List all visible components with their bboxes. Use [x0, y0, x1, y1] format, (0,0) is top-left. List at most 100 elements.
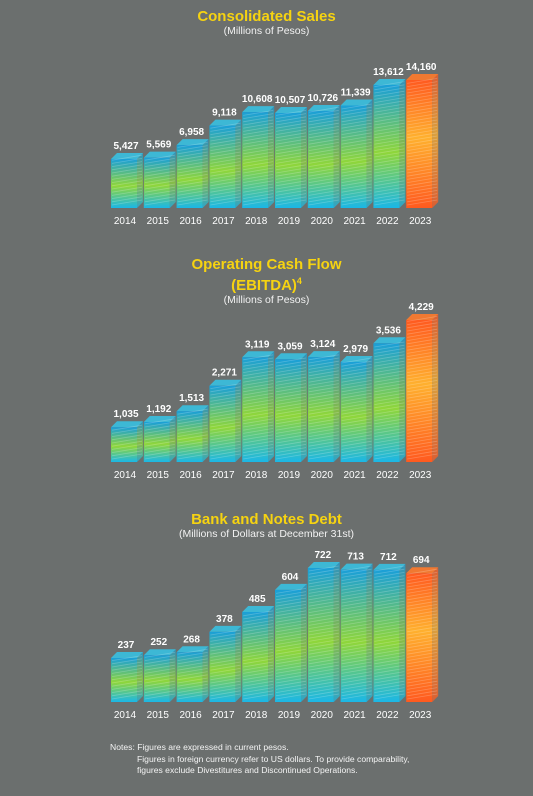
bar-stripe [308, 148, 339, 155]
bar-stripe [210, 437, 241, 444]
bar-stripe [275, 110, 307, 116]
bar-stripe [407, 392, 438, 399]
year-label-2018: 2018 [245, 710, 268, 721]
bar-stripe [275, 437, 307, 444]
bar-stripe [243, 639, 274, 645]
bar-front [275, 113, 301, 208]
bar-stripe [243, 142, 274, 148]
bar-stripe [243, 164, 274, 171]
bar-top [209, 119, 242, 126]
bar-stripe [407, 591, 438, 597]
bar-stripe [341, 116, 372, 123]
bar-stripe [407, 693, 438, 700]
bar-stripe [275, 642, 307, 649]
bar-stripe [374, 648, 405, 655]
bar-stripe [407, 421, 438, 428]
bar-stripe [144, 655, 175, 661]
year-label-2016: 2016 [179, 470, 202, 481]
bar-stripe [374, 106, 405, 113]
bar-stripe [341, 623, 372, 629]
year-label-2021: 2021 [343, 216, 366, 227]
bar-stripe [275, 126, 307, 132]
bar-front [406, 573, 433, 702]
bar-stripe [111, 453, 143, 460]
bar-stripe [407, 629, 438, 636]
bar-stripe [111, 687, 143, 693]
year-label-2022: 2022 [376, 710, 399, 721]
value-label-2016: 268 [183, 634, 200, 645]
bar-stripe [374, 680, 405, 687]
bar-stripe [111, 664, 143, 671]
year-label-2023: 2023 [409, 710, 432, 721]
bar-stripe [177, 148, 208, 155]
bar-stripe [144, 183, 175, 190]
bar-stripe [210, 199, 241, 206]
bar-stripe [341, 687, 372, 693]
bar-stripe [275, 360, 307, 367]
bar-stripe [177, 684, 208, 690]
bar-stripe [341, 607, 372, 613]
notes-line-1: Notes: Figures are expressed in current … [110, 742, 289, 752]
bar-stripe [308, 581, 339, 588]
bar-2023 [406, 314, 439, 462]
ebitda-footnote-marker: 4 [296, 276, 302, 286]
bar-side [366, 563, 373, 702]
bar-side [169, 649, 176, 702]
year-label-2015: 2015 [147, 710, 170, 721]
bar-stripe [407, 412, 438, 418]
bar-stripe [144, 687, 175, 693]
year-label-2022: 2022 [376, 470, 399, 481]
bar-2020 [307, 105, 340, 208]
bar-stripe [308, 164, 339, 171]
bar-stripe [407, 642, 438, 649]
bar-stripe [374, 119, 405, 126]
bar-stripe [374, 668, 405, 674]
bar-stripe [275, 193, 307, 199]
bar-stripe [308, 116, 339, 123]
bar-stripe [275, 129, 307, 135]
value-label-2017: 9,118 [212, 108, 237, 119]
bar-stripe [210, 183, 241, 190]
bar-stripe [111, 668, 143, 674]
bar-front [307, 357, 334, 462]
bar-stripe [144, 161, 175, 167]
bar-stripe [308, 687, 339, 693]
bar-stripe [111, 186, 143, 193]
bar-stripe [275, 174, 307, 180]
bar-stripe [374, 399, 405, 405]
bar-stripe [374, 415, 405, 421]
bar-stripe [341, 584, 372, 591]
bar-stripe [407, 177, 438, 183]
bar-stripe [308, 623, 339, 629]
bar-stripe [341, 453, 372, 460]
bar-stripe [210, 444, 241, 450]
bar-stripe [374, 693, 405, 700]
bar-top [242, 351, 275, 358]
bar-stripe [308, 119, 339, 126]
bar-stripe [210, 424, 241, 431]
bar-stripe [407, 373, 438, 380]
bar-stripe [144, 684, 175, 690]
bar-stripe [210, 415, 241, 421]
bar-top [373, 78, 406, 85]
bar-stripe [341, 440, 372, 447]
bar-stripe [243, 135, 274, 142]
bar-stripe [308, 405, 339, 412]
bar-stripe [144, 199, 175, 206]
bar-front [373, 84, 400, 208]
bar-stripe [308, 113, 339, 119]
bar-top [176, 405, 209, 412]
bar-side [235, 379, 242, 462]
bar-stripe [275, 357, 307, 364]
bar-stripe [275, 177, 307, 183]
bar-side [432, 74, 439, 208]
bar-stripe [177, 183, 208, 190]
bar-stripe [308, 453, 339, 460]
bar-stripe [243, 405, 274, 412]
bar-stripe [341, 360, 372, 367]
bar-stripe [243, 623, 274, 629]
bar-stripe [407, 158, 438, 164]
bar-stripe [341, 604, 372, 610]
bar-top [373, 563, 406, 570]
bar-stripe [374, 600, 405, 607]
